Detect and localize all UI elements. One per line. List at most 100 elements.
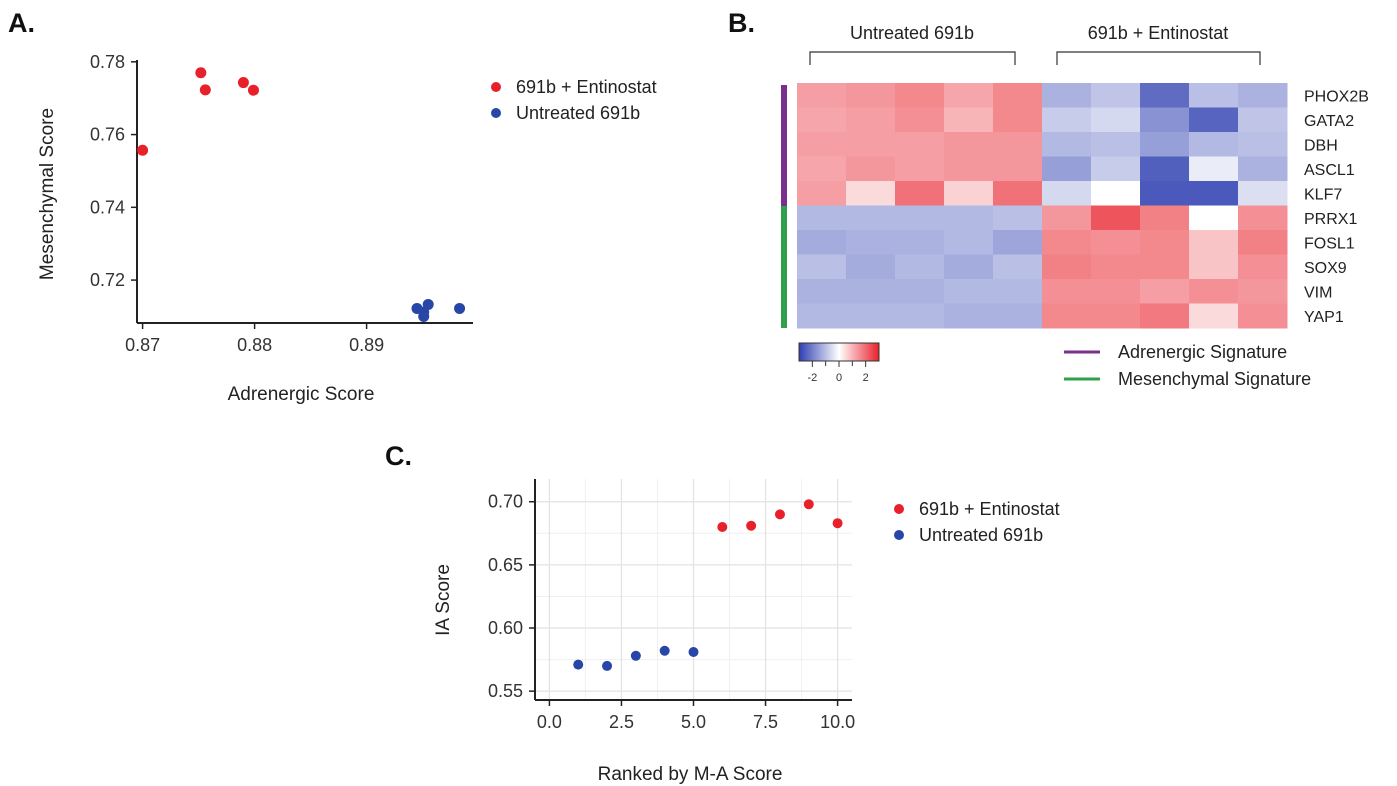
heatmap-cell: [1238, 206, 1288, 231]
heatmap-cell: [1140, 230, 1190, 255]
heatmap-cell: [846, 230, 896, 255]
heatmap-cell: [1189, 108, 1239, 133]
heatmap-cell: [993, 255, 1043, 280]
gene-label: PRRX1: [1304, 211, 1357, 228]
y-tick-label-c: 0.65: [488, 555, 523, 575]
x-axis-title-c: Ranked by M-A Score: [598, 764, 783, 785]
color-scale-ticks: -2 0 2: [807, 361, 868, 384]
heatmap-cell: [1189, 206, 1239, 231]
scale-tick-label: 2: [863, 372, 869, 384]
heatmap-cell: [1042, 230, 1092, 255]
heatmap-cell: [1091, 206, 1141, 231]
heatmap-cell: [797, 83, 847, 108]
heatmap-cell: [1238, 132, 1288, 157]
point-c: [804, 499, 814, 509]
heatmap-cell: [846, 132, 896, 157]
heatmap-cell: [1140, 181, 1190, 206]
heatmap-cell: [797, 304, 847, 329]
heatmap-cell: [1042, 255, 1092, 280]
heatmap-cell: [1238, 157, 1288, 182]
heatmap-cell: [944, 181, 994, 206]
heatmap-cell: [1189, 157, 1239, 182]
legend-c-entinostat-marker: [894, 504, 904, 514]
heatmap-cell: [797, 108, 847, 133]
point-c: [746, 521, 756, 531]
heatmap-cell: [1042, 83, 1092, 108]
x-tick-label-c: 0.0: [537, 712, 562, 732]
heatmap-cell: [1189, 83, 1239, 108]
point-c: [660, 646, 670, 656]
heatmap-cell: [1091, 157, 1141, 182]
heatmap-cell: [1140, 132, 1190, 157]
heatmap-cell: [895, 255, 945, 280]
heatmap-cell: [1042, 206, 1092, 231]
point-a: [137, 145, 148, 156]
point-a: [195, 67, 206, 78]
y-tick-label-a: 0.72: [90, 270, 125, 290]
heatmap-cell: [944, 230, 994, 255]
heatmap-cell: [1238, 230, 1288, 255]
legend-a: 691b + Entinostat Untreated 691b: [491, 77, 657, 123]
heatmap-cell: [1091, 132, 1141, 157]
bracket-entinostat: [1057, 52, 1260, 65]
heatmap-cell: [993, 108, 1043, 133]
heatmap-cell: [1091, 255, 1141, 280]
points-c: [573, 499, 842, 671]
gene-label: DBH: [1304, 137, 1338, 154]
point-c: [602, 661, 612, 671]
heatmap-cell: [993, 181, 1043, 206]
heatmap-cell: [895, 279, 945, 304]
heatmap-cell: [846, 157, 896, 182]
heatmap-cell: [1189, 255, 1239, 280]
heatmap-cell: [797, 279, 847, 304]
heatmap-cell: [895, 83, 945, 108]
heatmap-cell: [944, 255, 994, 280]
heatmap-cell: [1042, 181, 1092, 206]
legend-a-entinostat-marker: [491, 82, 501, 92]
gene-label: VIM: [1304, 284, 1332, 301]
legend-c-untreated-label: Untreated 691b: [919, 525, 1043, 545]
heatmap-cell: [993, 132, 1043, 157]
heatmap-cell: [797, 181, 847, 206]
y-tick-label-a: 0.78: [90, 52, 125, 72]
heatmap-cell: [797, 230, 847, 255]
heatmap-cell: [1140, 83, 1190, 108]
x-tick-label-c: 7.5: [753, 712, 778, 732]
heatmap-cell: [895, 157, 945, 182]
heatmap-cell: [1140, 157, 1190, 182]
legend-a-entinostat-label: 691b + Entinostat: [516, 77, 657, 97]
point-c: [775, 509, 785, 519]
legend-a-untreated-label: Untreated 691b: [516, 103, 640, 123]
heatmap-cell: [944, 304, 994, 329]
point-c: [833, 518, 843, 528]
heatmap-cell: [1091, 279, 1141, 304]
panel-c-label: C.: [385, 441, 412, 471]
point-a: [200, 84, 211, 95]
heatmap-cell: [993, 230, 1043, 255]
heatmap-cell: [895, 132, 945, 157]
heatmap-cell: [1238, 304, 1288, 329]
y-tick-label-c: 0.60: [488, 618, 523, 638]
y-tick-label-c: 0.55: [488, 681, 523, 701]
heatmap-cell: [1140, 304, 1190, 329]
heatmap-cell: [846, 255, 896, 280]
heatmap-cell: [993, 279, 1043, 304]
heatmap-cell: [993, 83, 1043, 108]
legend-mesenchymal-label: Mesenchymal Signature: [1118, 369, 1311, 389]
heatmap-cell: [944, 157, 994, 182]
point-c: [717, 522, 727, 532]
heatmap-cell: [1091, 108, 1141, 133]
heatmap-cell: [846, 83, 896, 108]
legend-c: 691b + Entinostat Untreated 691b: [894, 499, 1060, 545]
mesenchymal-side-bar: [781, 206, 787, 328]
x-tick-label-a: 0.88: [237, 335, 272, 355]
heatmap-cell: [1140, 255, 1190, 280]
heatmap-cell: [944, 279, 994, 304]
heatmap-cells: [797, 83, 1288, 329]
heatmap-cell: [797, 255, 847, 280]
heatmap-cell: [993, 304, 1043, 329]
heatmap-cell: [1042, 304, 1092, 329]
x-tick-label-c: 10.0: [820, 712, 855, 732]
point-c: [573, 660, 583, 670]
